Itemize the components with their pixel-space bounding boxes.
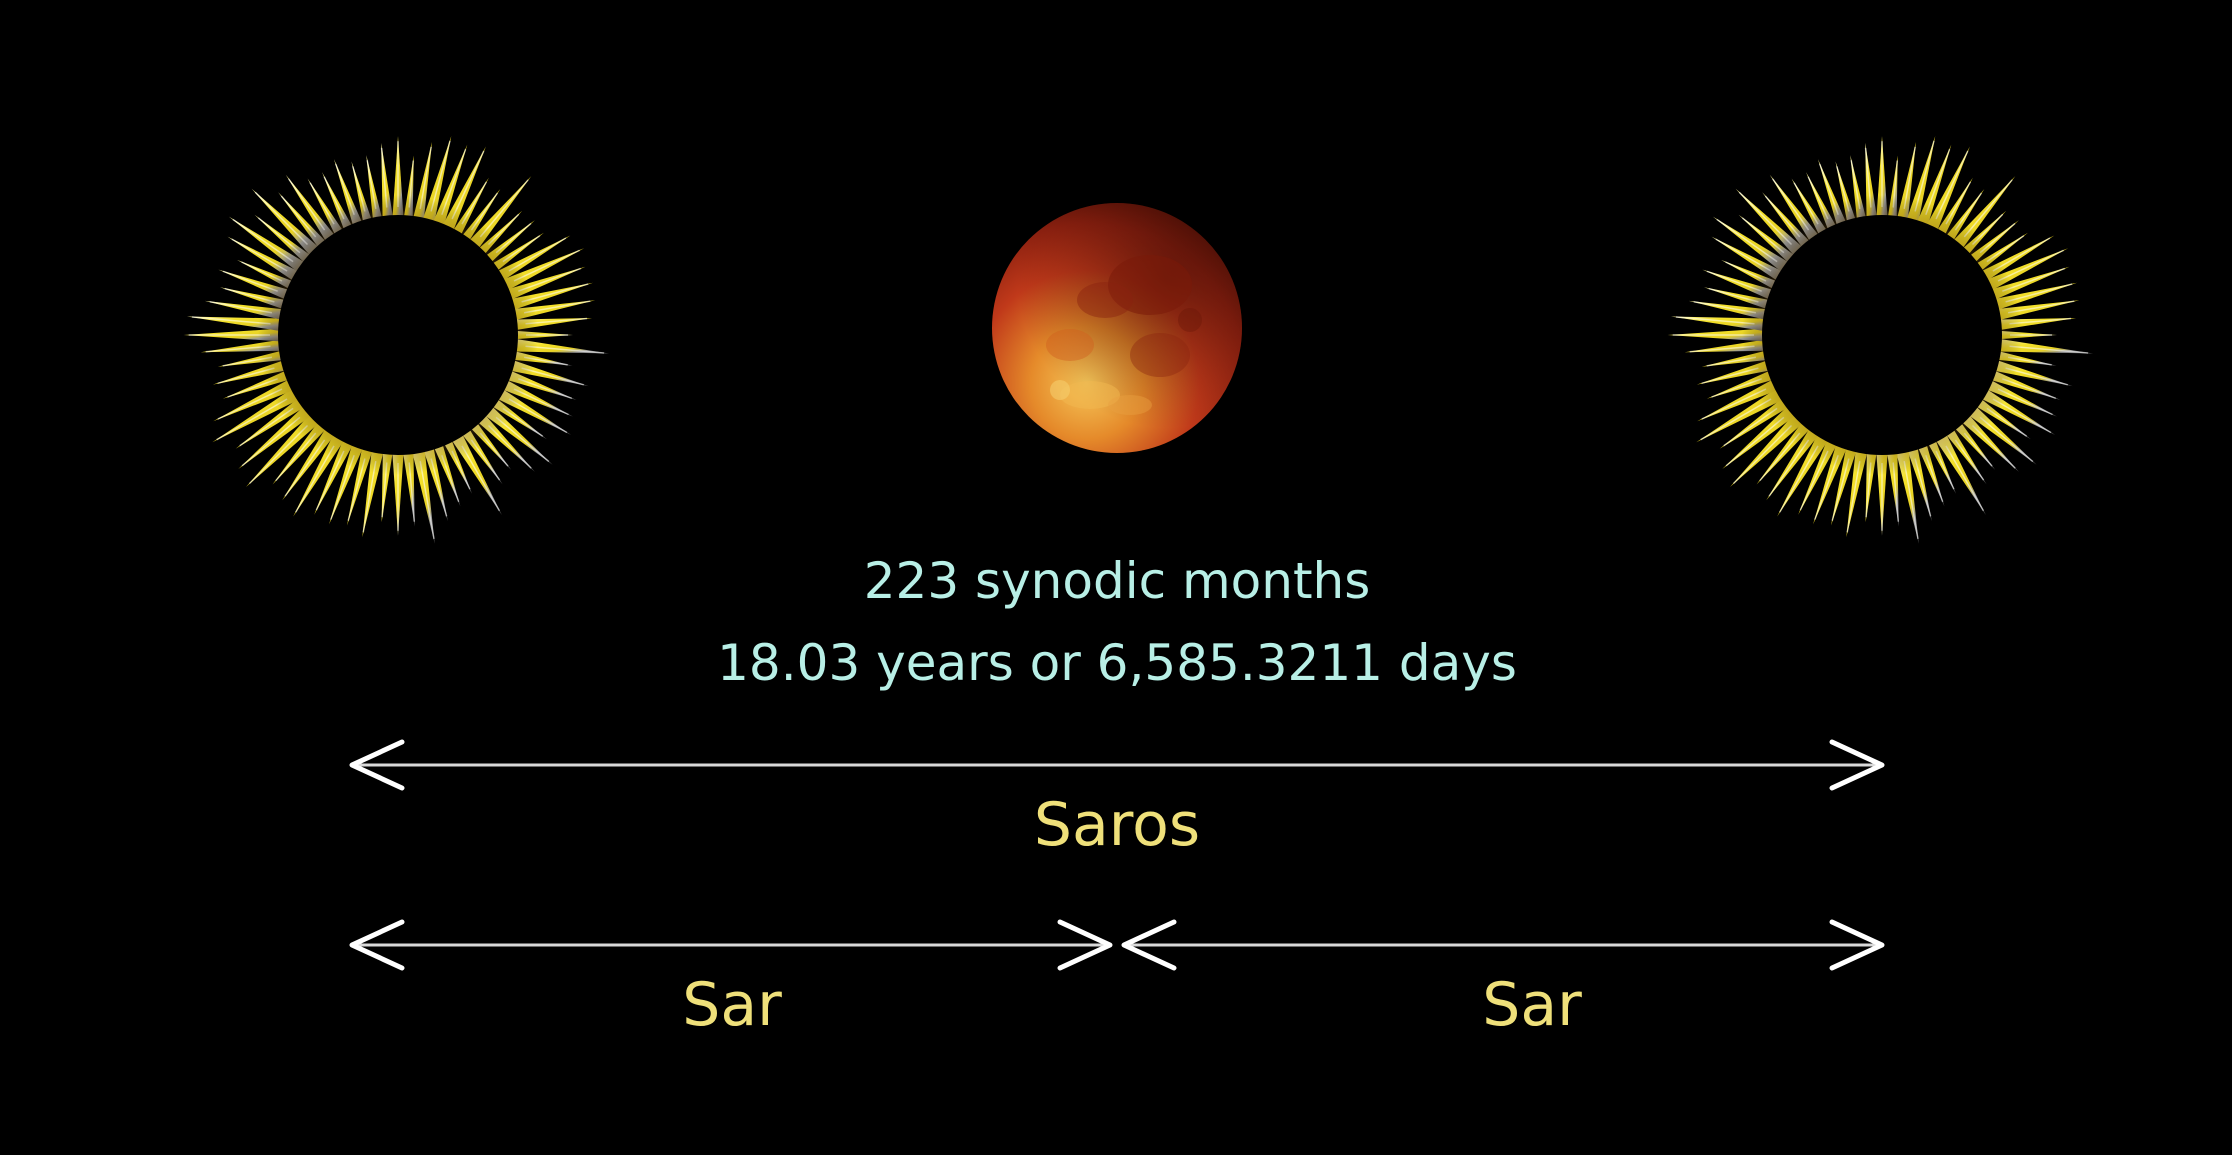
corona-ray-highlight bbox=[362, 460, 377, 533]
saros-label: Saros bbox=[1034, 790, 1200, 860]
corona-ray-highlight bbox=[248, 424, 309, 485]
corona-ray-highlight bbox=[191, 316, 271, 325]
corona-ray-highlight bbox=[254, 191, 309, 246]
sar-left-label: Sar bbox=[682, 970, 782, 1040]
corona-ray-highlight bbox=[1903, 460, 1919, 540]
saros-arrow bbox=[349, 739, 1885, 791]
corona-ray-highlight bbox=[1997, 249, 2064, 282]
corona-ray-highlight bbox=[1779, 445, 1819, 513]
corona-ray-highlight bbox=[1935, 150, 1969, 220]
corona-ray-highlight bbox=[525, 345, 605, 354]
blood-moon-icon bbox=[992, 203, 1242, 453]
corona-ray bbox=[187, 316, 282, 331]
corona-ray-highlight bbox=[1914, 140, 1935, 212]
synodic-months-text: 223 synodic months bbox=[864, 552, 1371, 610]
corona-ray-highlight bbox=[461, 445, 501, 512]
corona-ray-highlight bbox=[1700, 398, 1772, 441]
corona-ray-highlight bbox=[1725, 416, 1785, 467]
moon-disc bbox=[278, 215, 518, 455]
corona-ray-highlight bbox=[232, 218, 294, 263]
right-solar-eclipse-icon bbox=[1667, 136, 2094, 544]
corona-ray-highlight bbox=[1732, 424, 1793, 485]
sar-right-arrow bbox=[1121, 919, 1885, 971]
corona-ray-highlight bbox=[1716, 218, 1778, 263]
corona-ray-highlight bbox=[216, 398, 288, 441]
corona-ray-highlight bbox=[1738, 191, 1793, 246]
sar-right-label: Sar bbox=[1482, 970, 1582, 1040]
sar-left-arrow bbox=[349, 919, 1113, 971]
corona-ray bbox=[514, 339, 610, 354]
corona-ray-highlight bbox=[451, 150, 485, 220]
corona-ray-highlight bbox=[241, 416, 301, 467]
corona-ray-highlight bbox=[513, 249, 580, 282]
corona-ray-highlight bbox=[1846, 460, 1861, 533]
years-days-text: 18.03 years or 6,585.3211 days bbox=[717, 634, 1517, 692]
corona-ray-highlight bbox=[2009, 345, 2089, 354]
corona-ray-highlight bbox=[419, 460, 435, 540]
corona-ray bbox=[1671, 316, 1766, 331]
moon-disc bbox=[1762, 215, 2002, 455]
corona-ray-highlight bbox=[430, 140, 451, 212]
corona-ray-highlight bbox=[479, 179, 529, 238]
corona-ray bbox=[1998, 339, 2094, 354]
corona-ray-highlight bbox=[1675, 316, 1755, 325]
corona-ray-highlight bbox=[1963, 179, 2013, 238]
left-solar-eclipse-icon bbox=[183, 136, 610, 544]
corona-ray-highlight bbox=[1945, 445, 1985, 512]
corona-ray-highlight bbox=[295, 445, 335, 513]
